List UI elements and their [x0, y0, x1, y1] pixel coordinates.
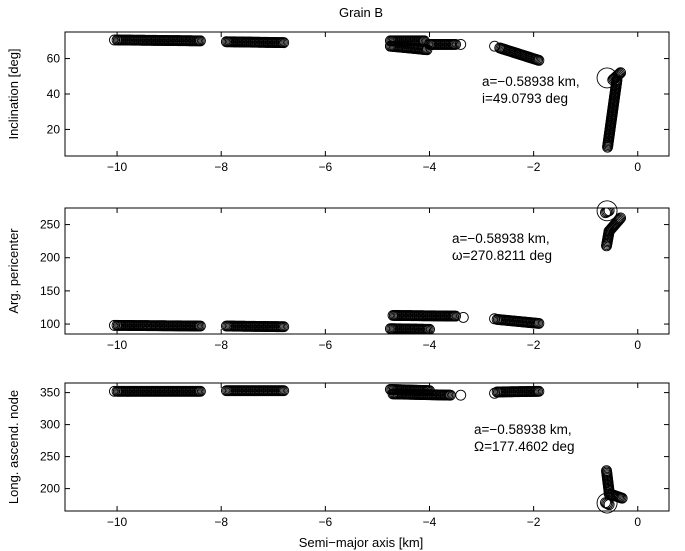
data-point	[533, 385, 545, 397]
data-point	[450, 38, 461, 50]
inclination-panel: −10 −8 −6 −4 −2 0 20 40 60 Inclination [deg] a=−0.…	[6, 31, 670, 174]
y-tick-label: 150	[40, 284, 60, 298]
x-tick-label: −8	[214, 338, 228, 352]
data-point	[278, 385, 290, 397]
annotation-line: Ω=177.4602 deg	[474, 439, 575, 454]
y-tick-label: 250	[40, 450, 60, 464]
data-point	[278, 37, 290, 49]
data-point	[457, 311, 469, 323]
y-axis-label: Inclination [deg]	[6, 48, 21, 139]
annotation-line: a=−0.58938 km,	[452, 231, 550, 246]
annotation-line: a=−0.58938 km,	[482, 74, 580, 89]
annotation-line: ω=270.8211 deg	[452, 248, 552, 263]
data-point	[424, 323, 435, 334]
x-tick-label: −4	[423, 515, 437, 529]
x-tick-label: −4	[423, 338, 437, 352]
plot-frame	[64, 207, 670, 335]
arg-pericenter-panel: −10 −8 −6 −4 −2 0 100 150 200 250 Arg. pericenter a…	[6, 200, 670, 352]
data-point	[194, 385, 206, 397]
data-point	[614, 68, 626, 80]
data-point	[602, 208, 614, 217]
annotation-text: a=−0.58938 km, Ω=177.4602 deg	[474, 422, 575, 454]
data-point	[450, 310, 461, 322]
data-point	[194, 35, 206, 47]
data-point	[278, 321, 290, 333]
x-tick-label: −6	[319, 338, 333, 352]
data-point	[603, 208, 615, 217]
data-point	[611, 216, 623, 228]
x-tick-label: −10	[107, 160, 128, 174]
plot-frame	[64, 382, 670, 512]
x-tick-label: −2	[527, 160, 541, 174]
data-point	[455, 389, 467, 401]
y-axis-label: Arg. pericenter	[6, 228, 21, 314]
highlight-circle	[596, 492, 618, 514]
y-tick-label: 200	[40, 482, 60, 496]
y-tick-label: 350	[40, 386, 60, 400]
data-point	[489, 40, 501, 52]
data-point	[489, 313, 501, 325]
y-tick-label: 40	[47, 87, 61, 101]
data-point	[602, 498, 614, 510]
highlight-circle	[596, 200, 618, 222]
x-tick-label: −2	[527, 338, 541, 352]
data-point	[533, 317, 545, 329]
x-tick-label: −10	[107, 338, 128, 352]
data-point	[600, 208, 611, 219]
data-point	[612, 69, 624, 81]
data-point	[533, 54, 545, 66]
data-point	[194, 320, 206, 332]
annotation-text: a=−0.58938 km, i=49.0793 deg	[482, 74, 580, 106]
data-point	[615, 212, 627, 224]
x-tick-label: 0	[634, 515, 641, 529]
long-ascend-node-panel: −10 −8 −6 −4 −2 0 200 250 300 350 Long. ascend. no…	[6, 382, 670, 529]
data-point	[489, 387, 501, 399]
y-tick-label: 250	[40, 218, 60, 232]
x-tick-label: −6	[319, 515, 333, 529]
annotation-line: i=49.0793 deg	[482, 91, 568, 106]
data-point	[613, 69, 625, 80]
data-markers	[109, 208, 627, 334]
plot-frame	[64, 31, 670, 157]
x-tick-label: −10	[107, 515, 128, 529]
data-markers	[109, 34, 627, 153]
data-point	[616, 492, 628, 504]
data-point	[613, 214, 625, 226]
x-tick-label: −2	[527, 515, 541, 529]
data-point	[109, 385, 120, 397]
data-point	[601, 208, 613, 218]
y-tick-label: 200	[40, 251, 60, 265]
data-point	[109, 319, 120, 331]
data-point	[384, 40, 396, 52]
x-axis-label: Semi−major axis [km]	[299, 535, 424, 550]
y-axis-label: Long. ascend. node	[6, 390, 21, 504]
x-tick-label: −8	[214, 515, 228, 529]
data-markers	[109, 383, 628, 511]
x-tick-label: −8	[214, 160, 228, 174]
chart-title: Grain B	[339, 5, 383, 20]
y-tick-label: 20	[47, 122, 61, 136]
annotation-line: a=−0.58938 km,	[474, 422, 572, 437]
x-tick-label: 0	[634, 338, 641, 352]
x-tick-label: −6	[319, 160, 333, 174]
x-tick-label: −4	[423, 160, 437, 174]
highlight-circle	[596, 67, 618, 89]
x-tick-label: 0	[634, 160, 641, 174]
annotation-text: a=−0.58938 km, ω=270.8211 deg	[452, 231, 552, 263]
data-point	[603, 499, 615, 511]
y-tick-label: 300	[40, 418, 60, 432]
data-point	[109, 34, 120, 46]
y-tick-label: 100	[40, 317, 60, 331]
data-point	[601, 497, 613, 509]
y-tick-label: 60	[47, 52, 61, 66]
data-point	[614, 213, 626, 225]
data-point	[612, 215, 624, 227]
data-point	[455, 38, 467, 50]
